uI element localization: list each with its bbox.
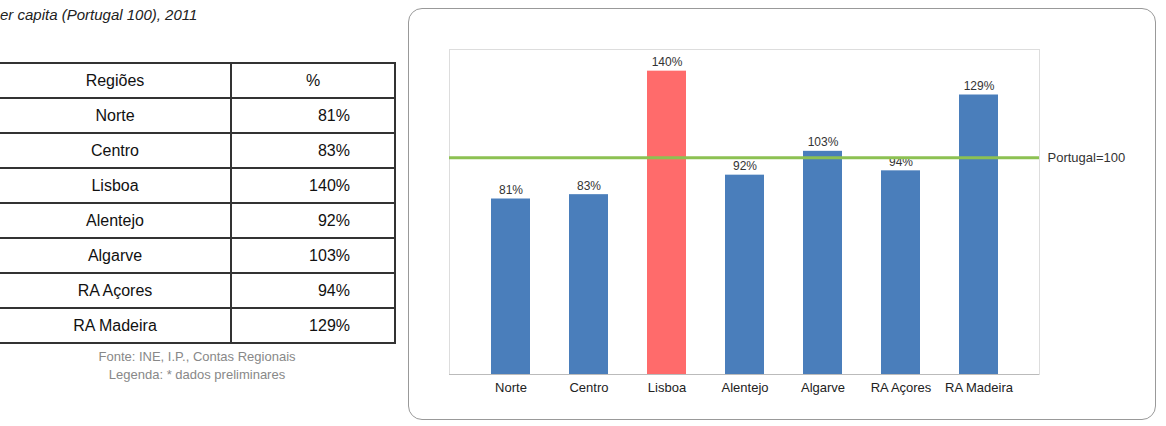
html-text:Algarve: Algarve	[87, 246, 143, 264]
svg-text:Lisboa: Lisboa	[648, 380, 687, 395]
svg-text:81%: 81%	[499, 183, 523, 197]
svg-text:Norte: Norte	[495, 380, 527, 395]
html-text:Centro: Centro	[91, 141, 139, 159]
html-text:83%: 83%	[318, 141, 350, 159]
svg-text:103%: 103%	[808, 135, 839, 149]
html-text:94%: 94%	[318, 281, 350, 299]
svg-text:Algarve: Algarve	[801, 380, 845, 395]
svg-text:129%: 129%	[964, 79, 995, 93]
html-text:Fonte: INE, I.P., Contas Regio: Fonte: INE, I.P., Contas Regionais	[98, 349, 296, 364]
svg-text:RA Madeira: RA Madeira	[945, 380, 1014, 395]
html-text:Alentejo: Alentejo	[86, 211, 144, 229]
svg-text:92%: 92%	[733, 159, 757, 173]
html-text:Legenda: * dados preliminares: Legenda: * dados preliminares	[108, 367, 286, 382]
svg-text:83%: 83%	[577, 179, 601, 193]
svg-text:RA Açores: RA Açores	[871, 380, 932, 395]
html-text:92%: 92%	[318, 211, 350, 229]
html-text:Norte: Norte	[95, 106, 135, 124]
html-text:129%: 129%	[309, 316, 350, 334]
svg-text:94%: 94%	[889, 154, 913, 169]
html-text:103%: 103%	[309, 246, 350, 264]
svg-text:Portugal=100: Portugal=100	[1048, 150, 1126, 165]
svg-text:Centro: Centro	[569, 380, 608, 395]
html-text:Regiões: Regiões	[85, 71, 145, 89]
svg-text:Alentejo: Alentejo	[722, 380, 769, 395]
html-text:81%: 81%	[318, 106, 350, 124]
html-text:140%: 140%	[309, 176, 350, 194]
html-text:RA Açores: RA Açores	[77, 281, 153, 299]
svg-text:140%: 140%	[652, 55, 683, 69]
html-text:RA Madeira: RA Madeira	[73, 316, 157, 334]
html-text:Lisboa: Lisboa	[91, 176, 139, 194]
html-text:er capita (Portugal 100), 2011: er capita (Portugal 100), 2011	[0, 6, 198, 23]
